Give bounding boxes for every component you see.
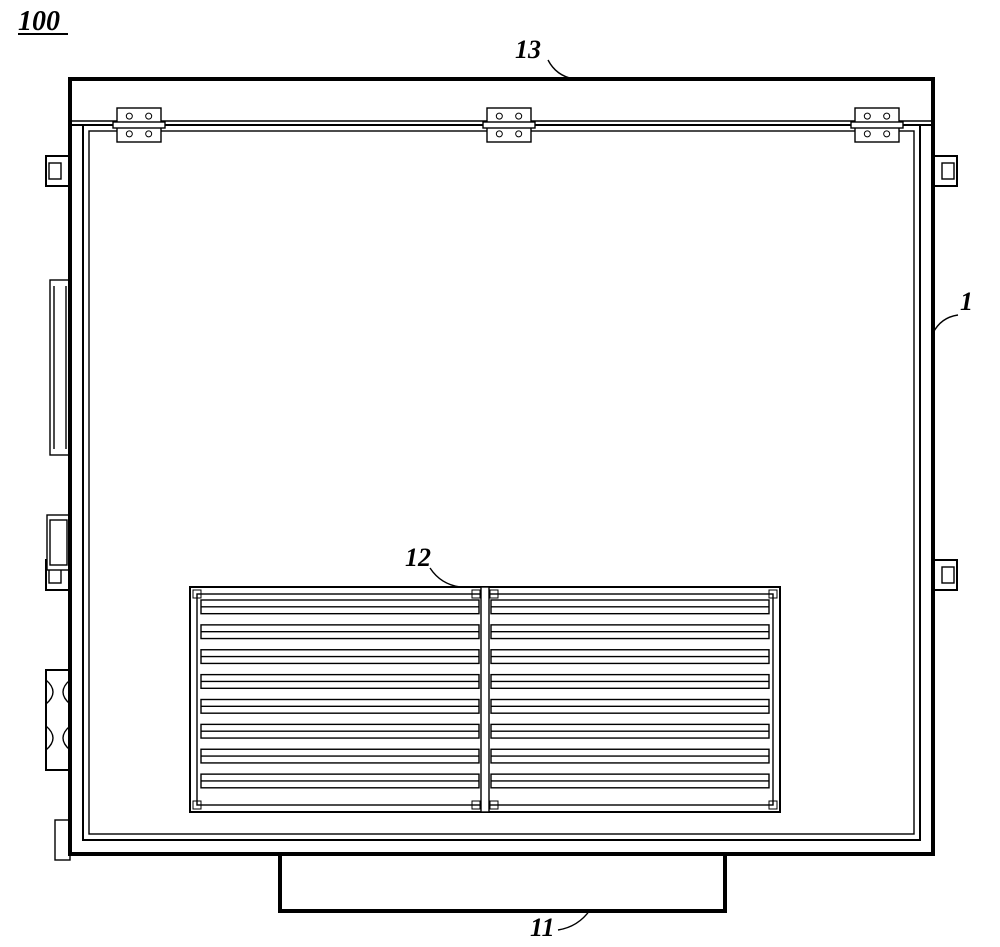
label-1: 1 — [960, 287, 973, 316]
label-12: 12 — [405, 543, 431, 572]
label-figure-number: 100 — [18, 6, 60, 37]
label-11: 11 — [530, 913, 555, 942]
label-13: 13 — [515, 35, 541, 64]
